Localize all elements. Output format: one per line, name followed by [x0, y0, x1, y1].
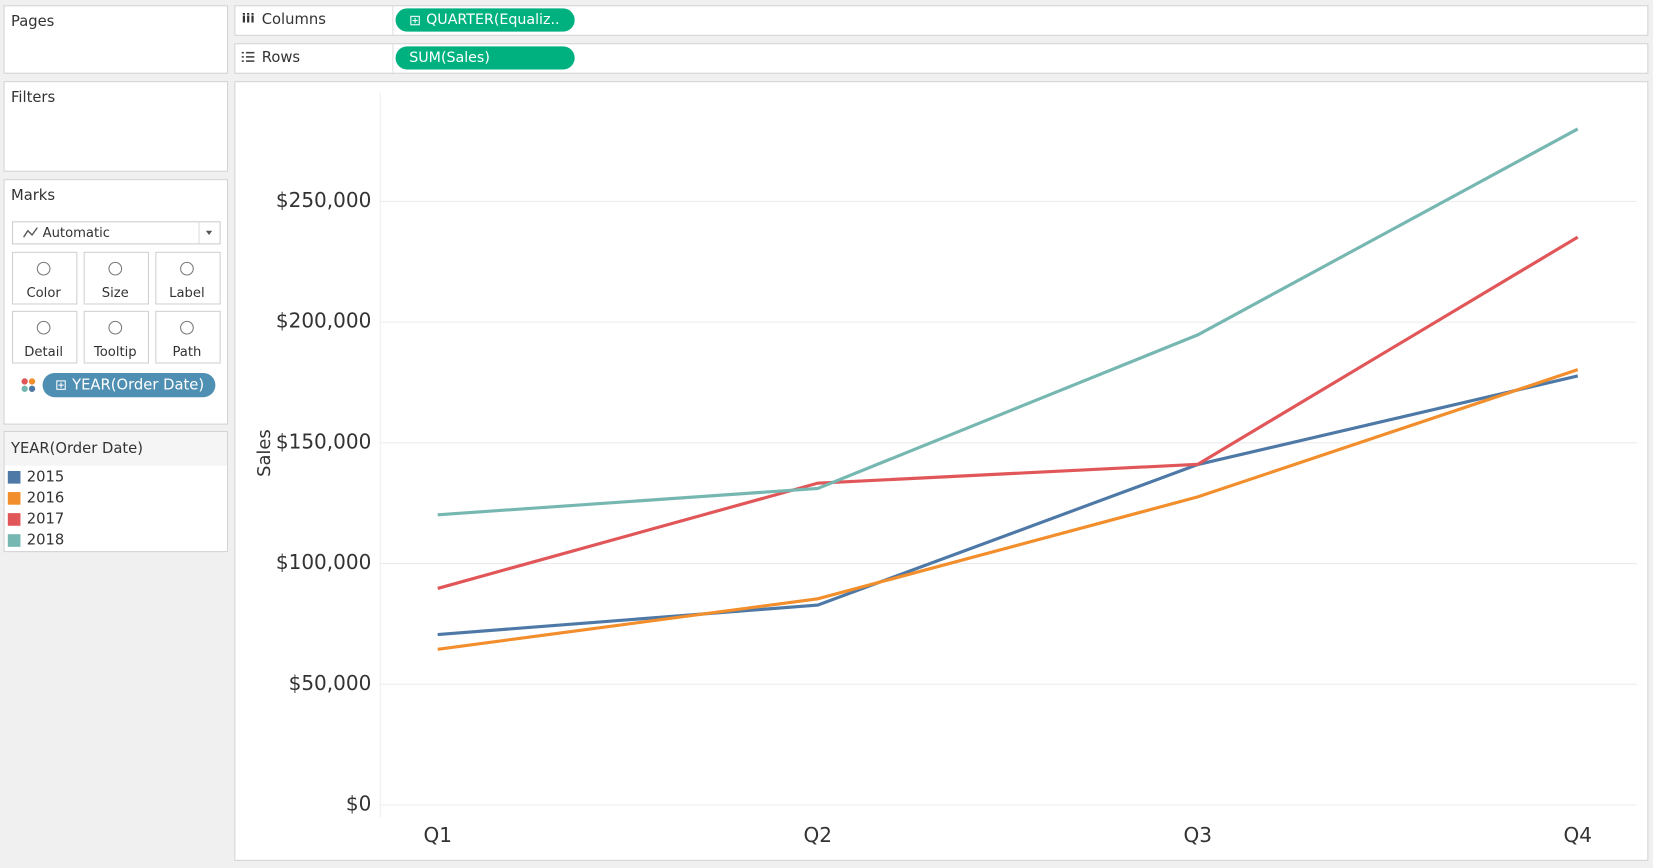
color-icon: [21, 378, 28, 385]
dropdown-arrow: [205, 230, 213, 235]
button-icon: [108, 320, 123, 335]
rows-label: Rows: [262, 49, 300, 66]
legend: 2015 2016 2017 2018: [7, 468, 65, 549]
color-icon: [28, 378, 36, 385]
y-tick-label: $100,000: [276, 550, 371, 574]
rows-pill-text: SUM(Sales): [409, 50, 490, 66]
mark-button[interactable]: [12, 310, 78, 364]
mark-type: Automatic: [43, 226, 110, 241]
button-icon: [108, 261, 123, 276]
mark-button-label: Label: [169, 286, 205, 301]
legend-label[interactable]: 2016: [27, 489, 65, 506]
button-icon: [36, 320, 51, 335]
button-icon: [36, 261, 51, 276]
mark-buttons: Color Size Label Detail Tooltip Path: [12, 251, 221, 364]
filters-panel[interactable]: [3, 81, 229, 172]
series-line: [437, 368, 1579, 651]
columns-icon: iii: [242, 10, 255, 25]
mark-button-label: Detail: [24, 345, 63, 360]
series-line: [437, 127, 1579, 517]
columns-pill[interactable]: [395, 8, 575, 32]
y-tick-label: $250,000: [276, 188, 371, 212]
color-icon: [28, 385, 36, 392]
x-tick-label: Q2: [803, 823, 831, 847]
mark-button[interactable]: [12, 251, 78, 305]
color-icon: [21, 385, 28, 392]
legend-swatch[interactable]: [7, 470, 21, 484]
mark-type-dropdown[interactable]: [12, 221, 221, 245]
y-axis-title: Sales: [254, 429, 275, 477]
year-pill[interactable]: [42, 372, 216, 398]
mark-button[interactable]: [83, 251, 149, 305]
y-tick-label: $50,000: [289, 671, 372, 695]
rows-pill[interactable]: [395, 46, 575, 70]
legend-label[interactable]: 2015: [27, 468, 65, 485]
button-icon: [180, 261, 194, 276]
chart-panel: [234, 81, 1649, 861]
legend-label[interactable]: 2017: [27, 510, 65, 527]
x-tick-label: Q1: [423, 823, 451, 847]
plot: $0 $50,000 $100,000 $150,000 $200,000 $250,00…: [276, 127, 1637, 847]
button-icon: [180, 320, 194, 335]
marks-title: Marks: [11, 187, 55, 204]
expand-icon: [56, 380, 66, 390]
series-line: [437, 235, 1579, 590]
year-pill-text: YEAR(Order Date): [71, 377, 204, 394]
mark-button-label: Path: [172, 345, 201, 360]
legend-header: [4, 432, 227, 466]
mark-button[interactable]: [155, 251, 221, 305]
legend-swatch[interactable]: [7, 513, 21, 526]
pages-title: Pages: [11, 13, 54, 30]
mark-button-label: Color: [26, 286, 61, 301]
y-tick-label: $0: [346, 791, 371, 815]
rows-icon: [241, 51, 255, 62]
x-tick-label: Q3: [1184, 823, 1212, 847]
line-icon: [23, 227, 38, 238]
legend-swatch[interactable]: [7, 492, 21, 505]
x-tick-label: Q4: [1564, 823, 1592, 847]
y-tick-label: $150,000: [276, 429, 371, 453]
mark-button[interactable]: [155, 310, 221, 364]
y-tick-label: $200,000: [276, 309, 371, 333]
pages-panel[interactable]: [3, 5, 229, 74]
filters-title: Filters: [11, 89, 55, 106]
legend-swatch[interactable]: [7, 534, 21, 547]
series-line: [437, 374, 1579, 637]
legend-title: YEAR(Order Date): [10, 440, 143, 457]
expand-icon: [410, 15, 420, 26]
columns-pill-text: QUARTER(Equaliz..: [426, 12, 559, 28]
columns-label: Columns: [262, 11, 326, 28]
legend-label[interactable]: 2018: [27, 532, 65, 549]
mark-button-label: Size: [102, 286, 129, 301]
mark-button-label: Tooltip: [93, 345, 137, 360]
mark-button[interactable]: [83, 310, 149, 364]
